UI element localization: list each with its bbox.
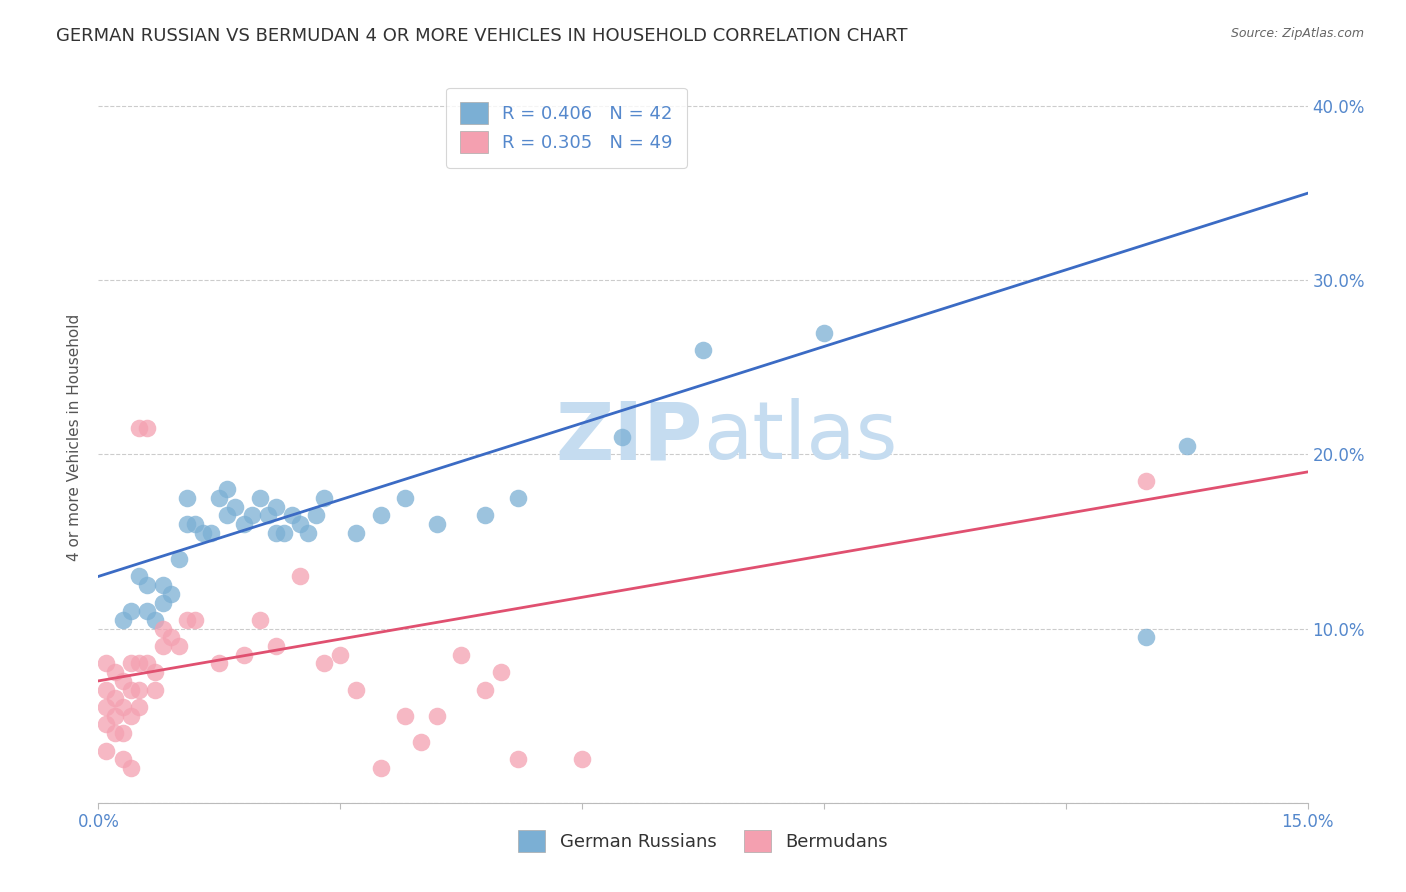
Point bbox=[249, 613, 271, 627]
Text: ZIP: ZIP bbox=[555, 398, 703, 476]
Text: Source: ZipAtlas.com: Source: ZipAtlas.com bbox=[1230, 27, 1364, 40]
Point bbox=[1135, 631, 1157, 645]
Point bbox=[120, 761, 142, 775]
Point bbox=[103, 691, 125, 706]
Point bbox=[111, 673, 134, 688]
Point bbox=[232, 517, 254, 532]
Point bbox=[143, 682, 166, 697]
Point bbox=[612, 430, 634, 444]
Point bbox=[224, 500, 246, 514]
Point bbox=[103, 665, 125, 680]
Point bbox=[329, 648, 352, 662]
Point bbox=[128, 657, 150, 671]
Point bbox=[344, 682, 367, 697]
Point bbox=[160, 587, 183, 601]
Point bbox=[200, 525, 222, 540]
Point bbox=[193, 525, 215, 540]
Point bbox=[692, 343, 714, 357]
Point bbox=[571, 752, 593, 766]
Point bbox=[111, 752, 134, 766]
Point bbox=[264, 639, 287, 653]
Y-axis label: 4 or more Vehicles in Household: 4 or more Vehicles in Household bbox=[67, 313, 83, 561]
Point bbox=[128, 569, 150, 583]
Point bbox=[111, 613, 134, 627]
Point bbox=[288, 517, 311, 532]
Point bbox=[135, 657, 157, 671]
Point bbox=[135, 604, 157, 618]
Point bbox=[103, 708, 125, 723]
Point bbox=[370, 508, 392, 523]
Point bbox=[273, 525, 295, 540]
Point bbox=[281, 508, 304, 523]
Point bbox=[394, 491, 416, 505]
Point bbox=[120, 604, 142, 618]
Point bbox=[143, 665, 166, 680]
Point bbox=[143, 613, 166, 627]
Point bbox=[167, 639, 190, 653]
Point bbox=[96, 743, 118, 757]
Point bbox=[152, 578, 174, 592]
Point bbox=[96, 657, 118, 671]
Point bbox=[135, 578, 157, 592]
Point bbox=[111, 726, 134, 740]
Point bbox=[1175, 439, 1198, 453]
Point bbox=[450, 648, 472, 662]
Point bbox=[167, 552, 190, 566]
Point bbox=[152, 595, 174, 609]
Text: atlas: atlas bbox=[703, 398, 897, 476]
Point bbox=[217, 508, 239, 523]
Point bbox=[288, 569, 311, 583]
Point bbox=[152, 639, 174, 653]
Point bbox=[176, 491, 198, 505]
Point bbox=[264, 500, 287, 514]
Point bbox=[208, 657, 231, 671]
Point bbox=[184, 517, 207, 532]
Point bbox=[426, 517, 449, 532]
Point bbox=[103, 726, 125, 740]
Point bbox=[96, 700, 118, 714]
Point bbox=[120, 708, 142, 723]
Point bbox=[249, 491, 271, 505]
Point bbox=[240, 508, 263, 523]
Point bbox=[176, 613, 198, 627]
Point bbox=[506, 491, 529, 505]
Point bbox=[208, 491, 231, 505]
Point bbox=[409, 735, 432, 749]
Point bbox=[264, 525, 287, 540]
Point bbox=[184, 613, 207, 627]
Point bbox=[176, 517, 198, 532]
Point bbox=[506, 752, 529, 766]
Text: GERMAN RUSSIAN VS BERMUDAN 4 OR MORE VEHICLES IN HOUSEHOLD CORRELATION CHART: GERMAN RUSSIAN VS BERMUDAN 4 OR MORE VEH… bbox=[56, 27, 908, 45]
Point bbox=[297, 525, 319, 540]
Point bbox=[314, 657, 336, 671]
Point bbox=[160, 631, 183, 645]
Point bbox=[813, 326, 835, 340]
Point bbox=[120, 682, 142, 697]
Legend: German Russians, Bermudans: German Russians, Bermudans bbox=[510, 823, 896, 860]
Point bbox=[1135, 474, 1157, 488]
Point bbox=[314, 491, 336, 505]
Point bbox=[305, 508, 328, 523]
Point bbox=[152, 622, 174, 636]
Point bbox=[217, 483, 239, 497]
Point bbox=[256, 508, 278, 523]
Point bbox=[394, 708, 416, 723]
Point bbox=[135, 421, 157, 435]
Point bbox=[120, 657, 142, 671]
Point bbox=[426, 708, 449, 723]
Point bbox=[128, 682, 150, 697]
Point bbox=[128, 421, 150, 435]
Point bbox=[96, 717, 118, 731]
Point bbox=[370, 761, 392, 775]
Point bbox=[491, 665, 513, 680]
Point bbox=[474, 682, 496, 697]
Point bbox=[96, 682, 118, 697]
Point bbox=[344, 525, 367, 540]
Point bbox=[474, 508, 496, 523]
Point bbox=[111, 700, 134, 714]
Point bbox=[232, 648, 254, 662]
Point bbox=[128, 700, 150, 714]
